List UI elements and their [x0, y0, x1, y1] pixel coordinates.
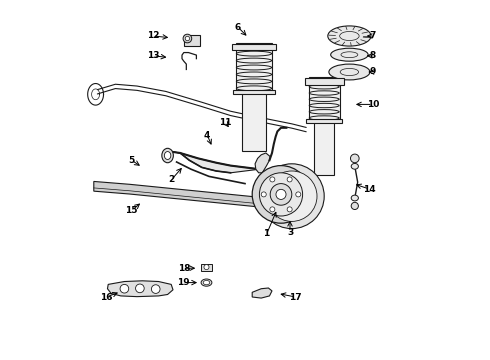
Circle shape [267, 171, 317, 221]
Polygon shape [94, 181, 267, 208]
Circle shape [270, 177, 275, 182]
Circle shape [259, 173, 303, 216]
Ellipse shape [164, 152, 171, 159]
Text: 16: 16 [100, 292, 113, 302]
Text: 3: 3 [287, 228, 293, 237]
Ellipse shape [351, 163, 358, 169]
Bar [242, 92, 266, 151]
Text: 12: 12 [147, 31, 159, 40]
Text: 10: 10 [367, 100, 379, 109]
Circle shape [351, 202, 358, 210]
Text: 1: 1 [264, 230, 270, 239]
Bar [309, 77, 340, 121]
Ellipse shape [201, 279, 212, 286]
Text: 6: 6 [235, 22, 241, 31]
Polygon shape [168, 151, 259, 173]
Circle shape [252, 166, 310, 223]
Polygon shape [252, 288, 272, 298]
Text: 11: 11 [219, 118, 231, 127]
Ellipse shape [162, 148, 173, 163]
Text: 18: 18 [177, 264, 190, 273]
Text: 7: 7 [369, 31, 376, 40]
Text: 8: 8 [369, 51, 376, 60]
Text: 13: 13 [147, 51, 159, 60]
Bar [233, 90, 275, 94]
Text: 9: 9 [369, 68, 376, 77]
Circle shape [261, 192, 266, 197]
Bar [232, 44, 276, 50]
Ellipse shape [328, 26, 371, 46]
Ellipse shape [329, 64, 370, 80]
Bar [236, 43, 272, 92]
Text: 17: 17 [289, 292, 302, 302]
Circle shape [350, 154, 359, 163]
Circle shape [204, 265, 209, 270]
Text: 2: 2 [168, 175, 174, 184]
Text: 14: 14 [363, 184, 375, 194]
Text: 19: 19 [177, 278, 190, 287]
Circle shape [270, 207, 275, 212]
Circle shape [183, 34, 192, 43]
Polygon shape [259, 169, 270, 187]
Circle shape [276, 189, 286, 199]
Bar [314, 121, 334, 175]
Text: 4: 4 [204, 130, 210, 139]
Circle shape [259, 164, 324, 229]
Circle shape [296, 192, 301, 197]
Polygon shape [255, 153, 270, 173]
Circle shape [185, 36, 190, 41]
Circle shape [287, 177, 292, 182]
Bar [184, 35, 200, 46]
Circle shape [136, 284, 144, 293]
Text: 5: 5 [128, 156, 135, 165]
Bar [306, 119, 343, 123]
Text: 15: 15 [125, 206, 138, 215]
Polygon shape [107, 281, 173, 297]
Circle shape [270, 184, 292, 205]
Ellipse shape [331, 48, 368, 61]
Ellipse shape [351, 195, 358, 201]
Circle shape [287, 207, 292, 212]
Ellipse shape [203, 280, 210, 285]
Bar [305, 78, 344, 85]
Circle shape [120, 284, 129, 293]
Circle shape [151, 285, 160, 293]
Bar [201, 264, 212, 271]
